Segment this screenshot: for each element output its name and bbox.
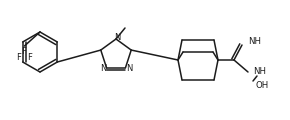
Text: N: N (100, 64, 107, 73)
Text: NH: NH (248, 37, 261, 46)
Text: F: F (21, 46, 26, 55)
Text: N: N (114, 33, 120, 42)
Text: OH: OH (256, 81, 269, 90)
Text: F: F (27, 54, 32, 63)
Text: N: N (126, 64, 133, 73)
Text: F: F (16, 54, 21, 63)
Text: NH: NH (253, 67, 266, 77)
